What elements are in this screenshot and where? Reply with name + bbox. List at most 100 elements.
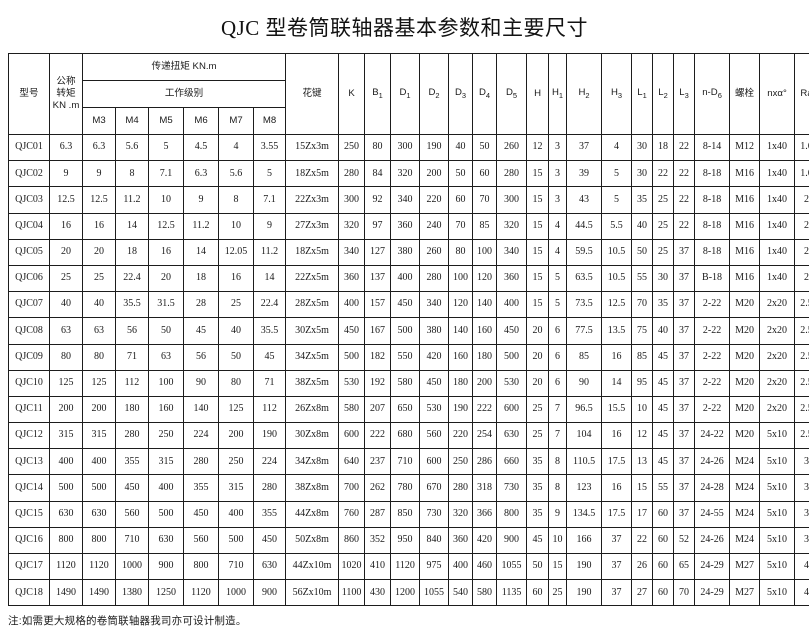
header-B1: B1 [365, 54, 391, 135]
cell-D4: 85 [473, 213, 497, 239]
cell-H2: 166 [567, 527, 602, 553]
cell-H3: 16 [602, 475, 632, 501]
cell-D3: 70 [449, 213, 473, 239]
cell-m8: 355 [254, 501, 286, 527]
cell-spline: 28Zx5m [286, 292, 339, 318]
cell-D2: 380 [420, 318, 449, 344]
cell-bolt: M24 [730, 501, 760, 527]
header-bolt: 螺栓 [730, 54, 760, 135]
cell-m8: 3.55 [254, 135, 286, 161]
cell-L3: 37 [674, 423, 695, 449]
cell-H2: 96.5 [567, 396, 602, 422]
header-H2-sub: 2 [585, 91, 589, 100]
cell-D3: 400 [449, 554, 473, 580]
cell-B1: 352 [365, 527, 391, 553]
cell-m3: 800 [83, 527, 116, 553]
cell-L2: 45 [653, 423, 674, 449]
cell-L3: 37 [674, 318, 695, 344]
cell-H1: 8 [549, 449, 567, 475]
cell-m5: 63 [149, 344, 184, 370]
cell-m3: 9 [83, 161, 116, 187]
cell-B1: 80 [365, 135, 391, 161]
cell-spline: 44Zx10m [286, 554, 339, 580]
cell-H1: 6 [549, 318, 567, 344]
cell-nominal: 12.5 [50, 187, 83, 213]
cell-B1: 207 [365, 396, 391, 422]
cell-m6: 9 [184, 187, 219, 213]
cell-spline: 50Zx8m [286, 527, 339, 553]
cell-m6: 18 [184, 265, 219, 291]
header-L2-sub: 2 [664, 91, 668, 100]
header-work-grade: 工作级别 [83, 81, 286, 108]
cell-Ra: 4 [795, 554, 809, 580]
cell-H3: 12.5 [602, 292, 632, 318]
cell-nalpha: 2x20 [760, 344, 795, 370]
cell-spline: 22Zx5m [286, 265, 339, 291]
cell-nD6: 2-22 [695, 292, 730, 318]
cell-m8: 71 [254, 370, 286, 396]
cell-nominal: 80 [50, 344, 83, 370]
cell-D2: 200 [420, 161, 449, 187]
header-H1: H1 [549, 54, 567, 135]
cell-model: QJC07 [9, 292, 50, 318]
cell-B1: 92 [365, 187, 391, 213]
cell-spline: 22Zx3m [286, 187, 339, 213]
cell-D2: 1055 [420, 580, 449, 606]
cell-H1: 3 [549, 135, 567, 161]
cell-model: QJC14 [9, 475, 50, 501]
cell-m8: 280 [254, 475, 286, 501]
cell-bolt: M24 [730, 449, 760, 475]
cell-D4: 180 [473, 344, 497, 370]
cell-L2: 35 [653, 292, 674, 318]
cell-bolt: M24 [730, 475, 760, 501]
cell-nD6: 24-26 [695, 527, 730, 553]
cell-m3: 500 [83, 475, 116, 501]
cell-nD6: 24-28 [695, 475, 730, 501]
cell-m3: 200 [83, 396, 116, 422]
cell-L2: 60 [653, 527, 674, 553]
cell-m7: 12.05 [219, 239, 254, 265]
cell-D2: 220 [420, 187, 449, 213]
cell-L3: 37 [674, 475, 695, 501]
header-D5-sub: 5 [513, 91, 517, 100]
cell-m5: 630 [149, 527, 184, 553]
cell-spline: 34Zx8m [286, 449, 339, 475]
cell-D4: 200 [473, 370, 497, 396]
header-D4-sub: 4 [486, 91, 490, 100]
cell-spline: 26Zx8m [286, 396, 339, 422]
cell-nD6: B-18 [695, 265, 730, 291]
cell-B1: 192 [365, 370, 391, 396]
cell-D5: 300 [497, 187, 527, 213]
cell-L3: 52 [674, 527, 695, 553]
cell-L3: 70 [674, 580, 695, 606]
cell-D1: 450 [391, 292, 420, 318]
cell-L3: 37 [674, 370, 695, 396]
cell-m4: 18 [116, 239, 149, 265]
cell-K: 1020 [339, 554, 365, 580]
cell-L3: 37 [674, 449, 695, 475]
cell-B1: 262 [365, 475, 391, 501]
cell-D1: 710 [391, 449, 420, 475]
cell-nalpha: 5x10 [760, 475, 795, 501]
cell-spline: 56Zx10m [286, 580, 339, 606]
cell-D5: 360 [497, 265, 527, 291]
header-D3-sub: 3 [462, 91, 466, 100]
cell-nD6: 8-18 [695, 239, 730, 265]
cell-K: 860 [339, 527, 365, 553]
cell-m4: 35.5 [116, 292, 149, 318]
cell-nominal: 630 [50, 501, 83, 527]
cell-nalpha: 1x40 [760, 239, 795, 265]
cell-L3: 37 [674, 344, 695, 370]
cell-nominal: 20 [50, 239, 83, 265]
cell-H2: 77.5 [567, 318, 602, 344]
cell-bolt: M27 [730, 580, 760, 606]
cell-H: 15 [527, 265, 549, 291]
cell-m3: 25 [83, 265, 116, 291]
cell-D4: 70 [473, 187, 497, 213]
cell-H: 20 [527, 344, 549, 370]
cell-m7: 1000 [219, 580, 254, 606]
cell-D2: 240 [420, 213, 449, 239]
